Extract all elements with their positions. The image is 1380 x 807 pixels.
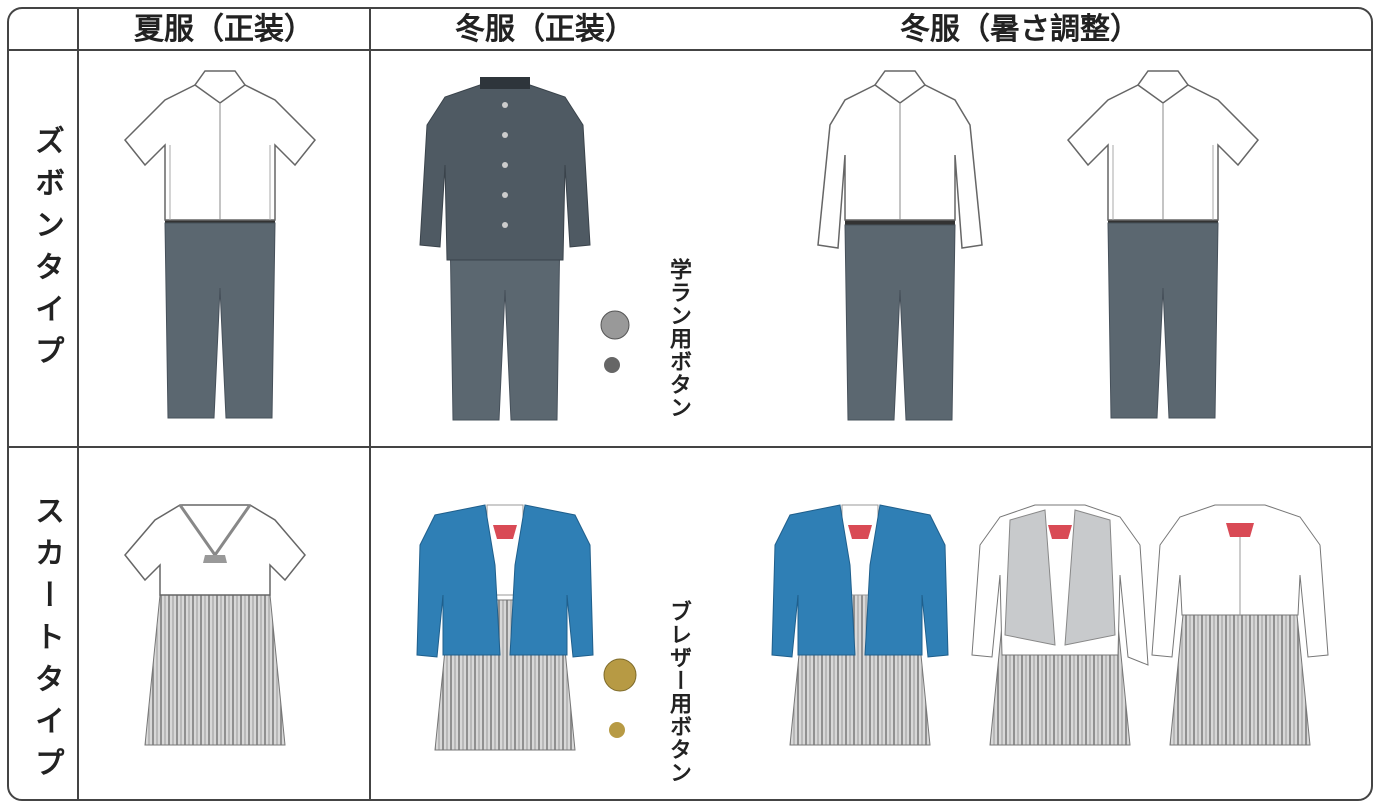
adjust-trousers xyxy=(817,70,1259,421)
winter-gakuran xyxy=(419,76,630,421)
adjust-skirt xyxy=(771,504,1329,746)
table-border xyxy=(7,7,1373,801)
summer-trousers xyxy=(124,70,316,419)
column-header: 冬服（正装） xyxy=(455,12,635,47)
winter-blazer xyxy=(416,504,637,751)
button-label: ブレザー用ボタン xyxy=(666,600,691,784)
button-label: 学ラン用ボタン xyxy=(666,258,691,419)
row-header: ズボンタイプ xyxy=(29,125,64,377)
column-header: 冬服（暑さ調整） xyxy=(900,12,1140,47)
column-header: 夏服（正装） xyxy=(134,12,314,47)
summer-skirt xyxy=(123,503,307,746)
row-header: スカートタイプ xyxy=(29,495,64,789)
